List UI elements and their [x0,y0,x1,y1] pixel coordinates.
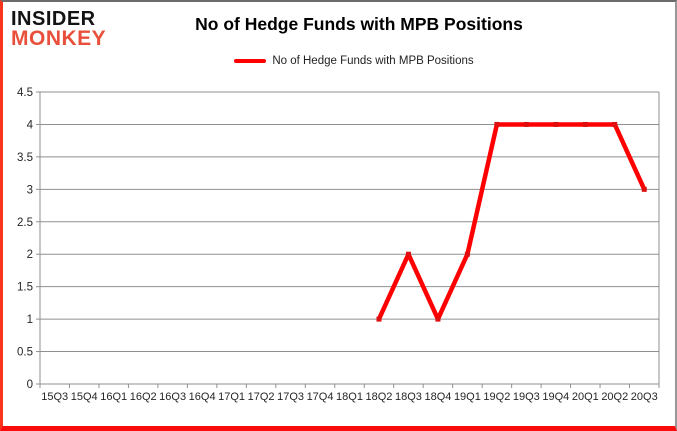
data-point-marker [376,316,382,322]
x-tick-label: 17Q4 [307,391,334,403]
insider-monkey-logo: INSIDER MONKEY [11,8,107,50]
x-tick-label: 17Q2 [248,391,275,403]
x-tick-label: 17Q1 [218,391,245,403]
logo-monkey-text: MONKEY [11,27,107,50]
data-point-marker [553,121,559,127]
y-tick-label: 4 [27,119,34,131]
x-tick-label: 17Q3 [277,391,304,403]
x-tick-label: 19Q3 [513,391,540,403]
y-tick-label: 3.5 [17,152,33,164]
data-point-marker [612,121,618,127]
data-point-marker [523,121,529,127]
data-point-marker [405,251,411,257]
y-tick-label: 1.5 [17,282,33,294]
data-point-marker [435,316,441,322]
x-tick-label: 16Q3 [159,391,186,403]
data-point-marker [641,186,647,192]
y-tick-label: 0 [27,379,33,391]
y-tick-label: 3 [27,184,33,196]
x-tick-label: 16Q4 [189,391,216,403]
data-point-marker [582,121,588,127]
y-tick-label: 4.5 [17,87,33,99]
y-tick-label: 2.5 [17,217,33,229]
legend-line-swatch [234,58,267,64]
x-tick-label: 16Q1 [100,391,127,403]
series-line [376,122,647,322]
legend-series-label: No of Hedge Funds with MPB Positions [272,55,474,67]
x-tick-label: 20Q2 [601,391,628,403]
x-tick-label: 19Q2 [483,391,510,403]
chart-legend: No of Hedge Funds with MPB Positions [43,55,665,67]
x-tick-label: 20Q3 [631,391,658,403]
y-tick-label: 1 [27,314,33,326]
chart-canvas: 0 0.5 1 1.5 2 2.5 3 3.5 4 4.5 15Q3 15Q4 16Q1 16Q2 16Q3… [17,87,660,403]
x-tick-label: 19Q4 [542,391,569,403]
x-tick-label: 20Q1 [572,391,599,403]
x-tick-label: 18Q3 [395,391,422,403]
data-point-marker [464,251,470,257]
chart-title: No of Hedge Funds with MPB Positions [195,14,523,34]
logo-insider-text: INSIDER [11,8,96,30]
x-tick-label: 19Q1 [454,391,481,403]
x-tick-label: 16Q2 [130,391,157,403]
y-tick-label: 2 [27,249,33,261]
x-tick-label: 18Q4 [424,391,451,403]
data-point-marker [494,121,500,127]
y-tick-label: 0.5 [17,347,33,359]
x-tick-label: 15Q3 [41,391,68,403]
x-tick-label: 18Q1 [336,391,363,403]
x-tick-label: 15Q4 [71,391,98,403]
x-tick-label: 18Q2 [366,391,393,403]
